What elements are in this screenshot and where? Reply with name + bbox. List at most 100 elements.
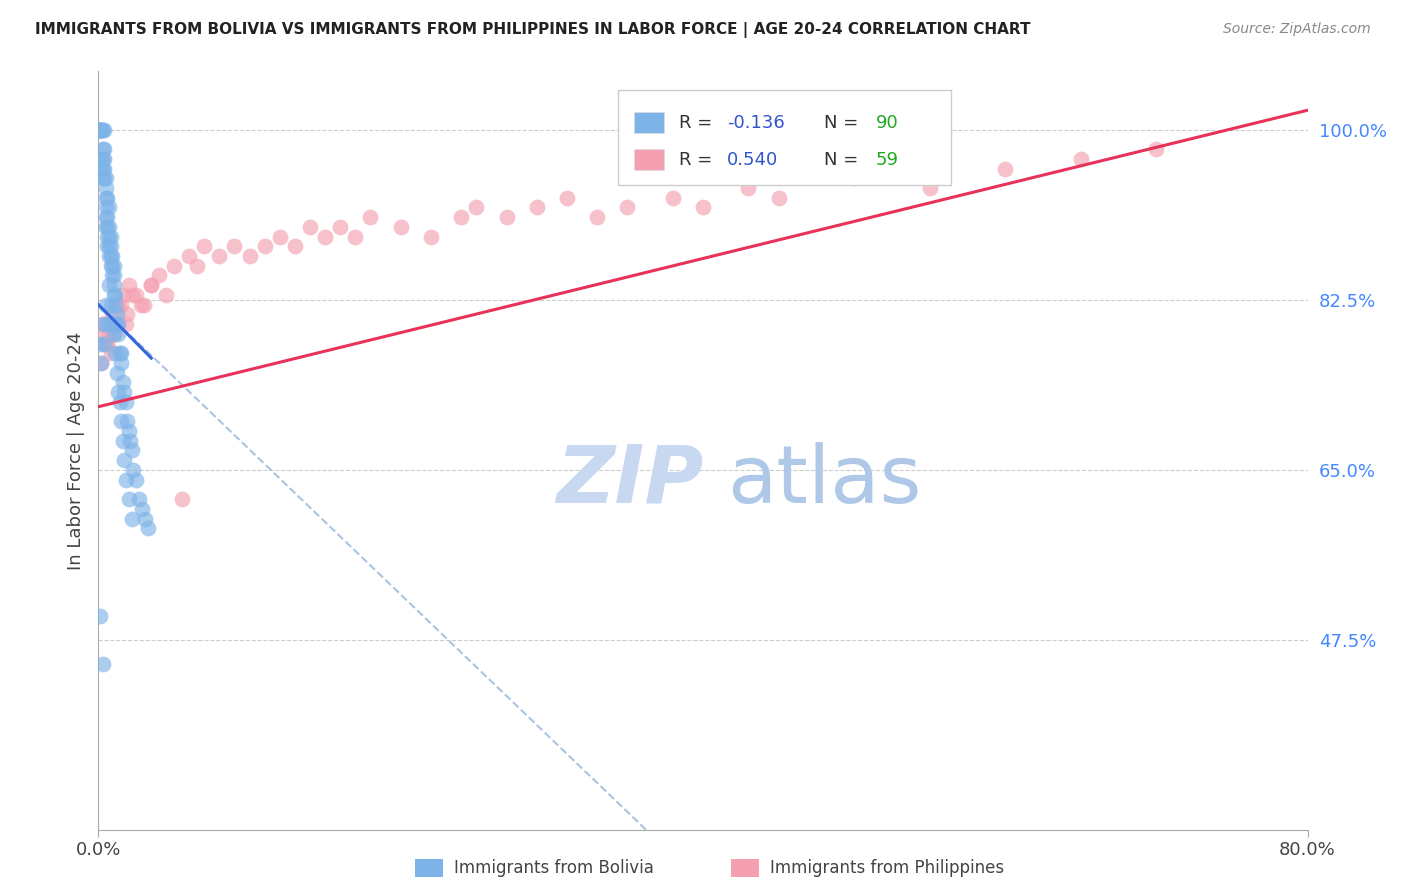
Point: [111, 434, 134, 448]
Point: [141, 278, 163, 293]
Point: [101, 259, 124, 273]
FancyBboxPatch shape: [634, 149, 664, 170]
Text: IMMIGRANTS FROM BOLIVIA VS IMMIGRANTS FROM PHILIPPINES IN LABOR FORCE | AGE 20-2: IMMIGRANTS FROM BOLIVIA VS IMMIGRANTS FR…: [35, 22, 1031, 38]
Point: [89, 122, 111, 136]
Point: [121, 511, 143, 525]
Point: [91, 122, 114, 136]
Point: [344, 229, 367, 244]
Point: [134, 511, 156, 525]
Point: [125, 473, 148, 487]
Point: [101, 307, 124, 321]
Point: [94, 219, 117, 234]
FancyBboxPatch shape: [619, 90, 950, 186]
Point: [148, 268, 170, 283]
Point: [128, 491, 150, 506]
Point: [91, 317, 114, 331]
Point: [98, 219, 121, 234]
Point: [98, 201, 121, 215]
Point: [101, 249, 124, 263]
Point: [90, 122, 112, 136]
Point: [329, 219, 352, 234]
Point: [131, 501, 153, 516]
Text: N =: N =: [824, 151, 863, 169]
Point: [844, 171, 866, 186]
Point: [450, 210, 472, 224]
Point: [661, 191, 683, 205]
Point: [96, 336, 118, 351]
Point: [186, 259, 208, 273]
Point: [94, 210, 117, 224]
Text: R =: R =: [679, 114, 718, 132]
Point: [555, 191, 578, 205]
Point: [125, 288, 148, 302]
Text: N =: N =: [824, 114, 863, 132]
Point: [96, 239, 118, 253]
Point: [94, 181, 117, 195]
Point: [93, 161, 115, 176]
Point: [93, 336, 115, 351]
Point: [224, 239, 246, 253]
Point: [239, 249, 262, 263]
Point: [269, 229, 291, 244]
Point: [104, 288, 127, 302]
Text: Immigrants from Bolivia: Immigrants from Bolivia: [454, 859, 654, 877]
Point: [115, 414, 138, 428]
Point: [105, 366, 128, 380]
Point: [110, 346, 132, 360]
Point: [96, 191, 118, 205]
Text: atlas: atlas: [727, 442, 921, 520]
Point: [98, 239, 121, 253]
Point: [136, 521, 159, 535]
Point: [120, 434, 142, 448]
Point: [104, 298, 127, 312]
Point: [103, 326, 125, 341]
Point: [103, 268, 125, 283]
Point: [104, 346, 127, 360]
Point: [98, 326, 121, 341]
Point: [91, 317, 114, 331]
Point: [111, 288, 134, 302]
Point: [360, 210, 382, 224]
Point: [91, 142, 114, 156]
Point: [93, 171, 115, 186]
Point: [110, 356, 132, 370]
FancyBboxPatch shape: [634, 112, 664, 133]
Point: [465, 201, 488, 215]
Point: [299, 219, 322, 234]
Point: [107, 385, 129, 400]
Point: [253, 239, 276, 253]
Point: [105, 317, 128, 331]
Point: [100, 259, 122, 273]
Point: [389, 219, 412, 234]
Point: [104, 317, 127, 331]
Point: [1144, 142, 1167, 156]
Point: [118, 424, 141, 438]
Text: R =: R =: [679, 151, 718, 169]
Point: [90, 122, 112, 136]
Point: [737, 181, 759, 195]
Point: [94, 336, 117, 351]
Point: [93, 142, 115, 156]
Point: [110, 298, 132, 312]
Point: [98, 229, 121, 244]
Point: [108, 395, 131, 409]
Point: [89, 122, 111, 136]
Point: [100, 239, 122, 253]
Point: [918, 181, 941, 195]
Text: 59: 59: [876, 151, 898, 169]
Point: [100, 298, 122, 312]
Point: [94, 298, 117, 312]
Point: [132, 298, 155, 312]
Point: [103, 288, 125, 302]
Point: [692, 201, 714, 215]
Point: [284, 239, 307, 253]
Point: [129, 298, 152, 312]
Point: [96, 229, 118, 244]
Point: [93, 326, 115, 341]
Point: [107, 326, 129, 341]
Point: [89, 122, 111, 136]
Point: [93, 152, 115, 166]
Point: [526, 201, 548, 215]
Point: [89, 122, 111, 136]
Point: [112, 453, 135, 467]
